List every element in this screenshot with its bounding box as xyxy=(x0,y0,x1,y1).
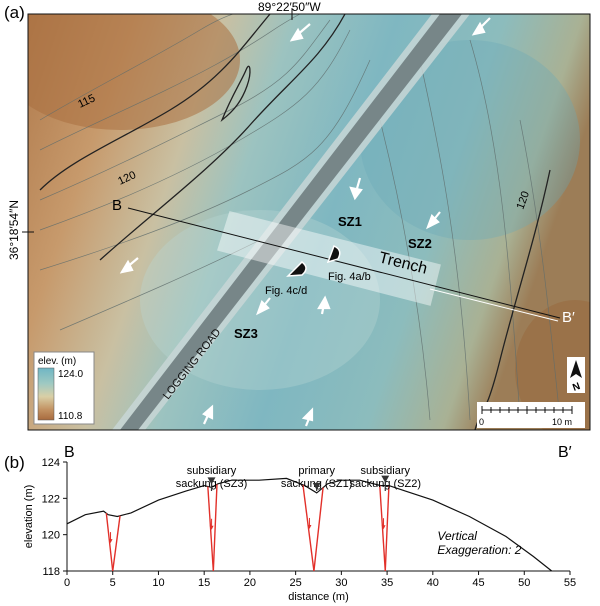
legend-min: 110.8 xyxy=(58,411,83,422)
x-tick-label: 20 xyxy=(244,577,256,589)
x-tick-label: 25 xyxy=(290,577,302,589)
scale-bar-box xyxy=(477,402,585,428)
fault-line xyxy=(379,485,386,572)
x-tick-label: 50 xyxy=(518,577,530,589)
profile-axes: 0 5 10 15 20 25 30 35 40 45 50 55 118 120 122 124 xyxy=(42,457,576,589)
map-frame xyxy=(27,13,591,431)
legend-title: elev. (m) xyxy=(38,356,76,367)
y-axis-label: elevation (m) xyxy=(23,485,35,549)
north-arrow-icon xyxy=(570,360,582,378)
logging-road xyxy=(120,14,462,430)
scale-bar xyxy=(481,406,573,414)
profile-end-right: B′ xyxy=(558,444,572,461)
x-tick-label: 0 xyxy=(64,577,70,589)
panel-b-label: (b) xyxy=(4,453,25,472)
fault-line xyxy=(302,484,315,572)
longitude-label: 89°22′50″W xyxy=(258,0,321,14)
scale-bar-end: 10 m xyxy=(552,417,572,427)
y-tick-label: 120 xyxy=(42,530,60,542)
annotation-arrow-head xyxy=(207,477,216,485)
sz1-label: SZ1 xyxy=(338,214,362,229)
fault-lines xyxy=(105,484,390,572)
profile-line xyxy=(127,207,561,319)
slip-arrow-head xyxy=(209,525,214,530)
y-tick-label: 118 xyxy=(42,566,60,578)
y-tick-label: 122 xyxy=(42,493,60,505)
panel-a-label: (a) xyxy=(4,3,25,22)
slip-arrow-head xyxy=(381,525,386,530)
profile-end-label: B′ xyxy=(562,309,575,326)
fig-4ab-label: Fig. 4a/b xyxy=(328,271,371,283)
legend-colorbar xyxy=(37,367,55,421)
fault-line xyxy=(313,487,324,572)
x-tick-label: 35 xyxy=(381,577,393,589)
fault-line xyxy=(105,513,114,572)
legend-max: 124.0 xyxy=(58,369,83,380)
annotation-line1: subsidiary xyxy=(187,465,237,477)
x-tick-label: 5 xyxy=(110,577,116,589)
profile-start-label: B xyxy=(112,197,122,214)
x-axis-label: distance (m) xyxy=(288,591,349,603)
annotation-arrow-head xyxy=(381,475,390,483)
north-arrow-box xyxy=(567,357,585,393)
slip-arrow-head xyxy=(108,539,113,544)
slip-arrow-head xyxy=(307,524,312,529)
scale-bar-start: 0 xyxy=(479,417,484,427)
x-tick-label: 15 xyxy=(198,577,210,589)
profile-end-left: B xyxy=(64,444,75,461)
annotation-line1: subsidiary xyxy=(360,465,410,477)
contour-label-120-east: 120 xyxy=(515,190,533,211)
fault-line xyxy=(207,486,215,572)
fault-line xyxy=(212,484,218,572)
photo-marker-4cd xyxy=(286,261,307,277)
x-tick-label: 45 xyxy=(472,577,484,589)
motion-arrows xyxy=(119,17,491,427)
sz2-label: SZ2 xyxy=(408,236,432,251)
x-tick-label: 55 xyxy=(564,577,576,589)
annotation-line1: primary xyxy=(298,465,335,477)
y-tick-label: 124 xyxy=(42,457,60,469)
x-tick-label: 30 xyxy=(335,577,347,589)
x-tick-label: 10 xyxy=(152,577,164,589)
annotation-arrow-head xyxy=(312,482,321,490)
vertical-exaggeration-note-line1: Vertical xyxy=(437,529,477,543)
vertical-exaggeration-note-line2: Exaggeration: 2 xyxy=(437,543,521,557)
x-tick-label: 40 xyxy=(427,577,439,589)
high-ground-patch xyxy=(28,14,240,130)
high-ground-patch-east xyxy=(515,300,590,430)
fault-line xyxy=(112,515,121,572)
fault-line xyxy=(384,485,390,572)
fig-4cd-label: Fig. 4c/d xyxy=(265,285,307,297)
minor-contours xyxy=(39,14,561,421)
photo-marker-4ab xyxy=(326,244,341,264)
north-label: N xyxy=(571,381,582,394)
profile-curve xyxy=(66,477,553,572)
sz3-label: SZ3 xyxy=(234,326,258,341)
